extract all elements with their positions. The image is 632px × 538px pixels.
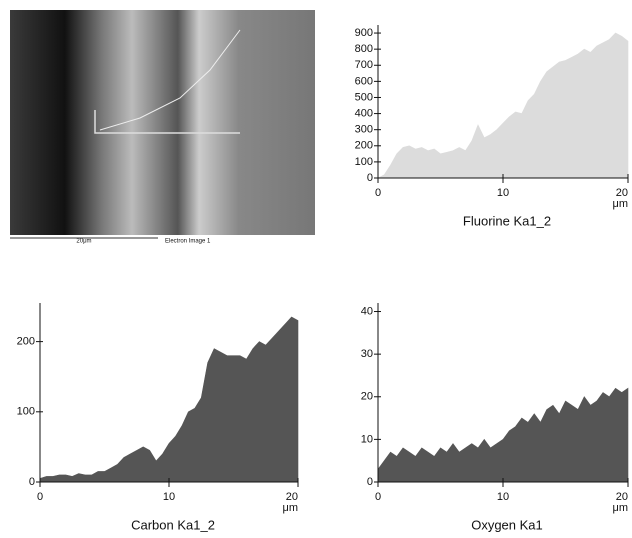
x-tick-label: 20 (286, 491, 298, 503)
y-tick-label: 200 (355, 140, 373, 152)
y-tick-label: 200 (17, 336, 35, 348)
y-tick-label: 30 (361, 348, 373, 360)
y-tick-label: 700 (355, 59, 373, 71)
y-tick-label: 40 (361, 305, 373, 317)
y-tick-label: 20 (361, 391, 373, 403)
y-tick-label: 300 (355, 124, 373, 136)
y-tick-label: 900 (355, 27, 373, 39)
scan-line (94, 110, 240, 134)
y-tick-label: 500 (355, 91, 373, 103)
x-tick-label: 20 (616, 187, 628, 199)
y-tick-label: 100 (355, 156, 373, 168)
y-tick-label: 0 (29, 476, 35, 488)
x-axis-unit: μm (612, 198, 628, 210)
sem-image (10, 10, 315, 235)
scan-profile (99, 29, 241, 131)
y-tick-label: 400 (355, 107, 373, 119)
chart-title: Fluorine Ka1_2 (463, 213, 551, 228)
y-tick-label: 0 (367, 476, 373, 488)
x-tick-label: 0 (375, 187, 381, 199)
x-tick-label: 10 (163, 491, 175, 503)
x-tick-label: 10 (497, 491, 509, 503)
x-tick-label: 20 (616, 491, 628, 503)
scale-label: 20μm (76, 239, 91, 245)
area (377, 387, 629, 483)
x-axis-unit: μm (282, 502, 298, 514)
y-tick-label: 100 (17, 406, 35, 418)
image-caption: Electron Image 1 (165, 239, 211, 245)
x-tick-label: 0 (37, 491, 43, 503)
y-tick-label: 800 (355, 43, 373, 55)
chart-title: Carbon Ka1_2 (131, 517, 215, 532)
y-tick-label: 0 (367, 172, 373, 184)
area (377, 32, 629, 179)
area (39, 316, 299, 483)
chart-title: Oxygen Ka1 (471, 517, 543, 532)
x-tick-label: 10 (497, 187, 509, 199)
x-tick-label: 0 (375, 491, 381, 503)
y-tick-label: 600 (355, 75, 373, 87)
y-tick-label: 10 (361, 433, 373, 445)
x-axis-unit: μm (612, 502, 628, 514)
